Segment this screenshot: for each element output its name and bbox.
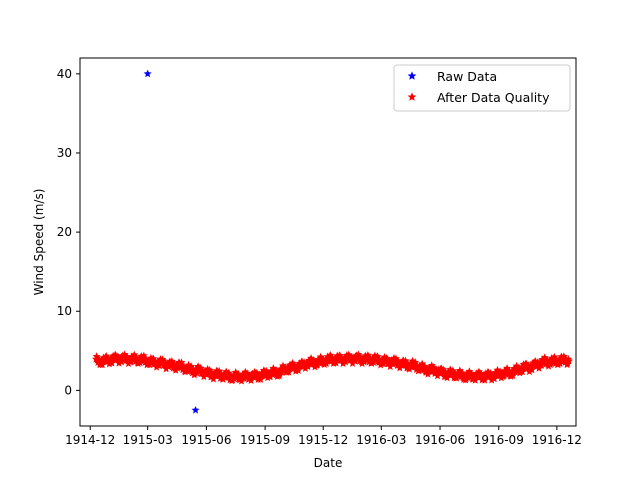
- after-quality-point: [263, 373, 272, 382]
- after-quality-point: [145, 360, 154, 369]
- x-tick-label: 1915-03: [123, 433, 173, 447]
- after-quality-point: [256, 375, 265, 383]
- x-tick-label: 1916-09: [474, 433, 524, 447]
- legend-star-raw-data: [407, 71, 417, 80]
- legend-marker-after-data-quality: [407, 92, 417, 101]
- after-quality-point: [247, 376, 256, 385]
- after-quality-point: [164, 362, 173, 371]
- after-quality-point: [230, 374, 239, 383]
- legend-star-after-data-quality: [407, 92, 417, 101]
- after-quality-point: [527, 365, 536, 374]
- x-tick-label: 1916-12: [532, 433, 582, 447]
- x-tick-label: 1916-06: [415, 433, 465, 447]
- after-quality-point: [331, 358, 340, 367]
- after-quality-point: [107, 358, 116, 367]
- raw-data-point: [143, 69, 152, 78]
- after-quality-point: [320, 360, 329, 369]
- after-quality-point: [127, 357, 136, 365]
- after-quality-point: [564, 356, 573, 365]
- after-quality-point: [480, 375, 489, 384]
- legend-marker-raw-data: [407, 71, 417, 80]
- y-tick-label: 10: [57, 304, 72, 318]
- x-tick-label: 1915-12: [298, 433, 348, 447]
- after-quality-point: [228, 375, 237, 384]
- x-tick-label: 1915-06: [181, 433, 231, 447]
- x-axis-label: Date: [314, 456, 343, 470]
- legend: Raw Data After Data Quality: [393, 64, 571, 112]
- x-tick-label: 1914-12: [65, 433, 115, 447]
- after-quality-point: [98, 360, 107, 369]
- y-tick-label: 20: [57, 225, 72, 239]
- after-quality-point: [369, 358, 378, 366]
- after-quality-point: [509, 368, 518, 377]
- legend-label-after-data-quality: After Data Quality: [437, 90, 550, 105]
- after-quality-point: [294, 366, 303, 374]
- x-axis: 1914-12 1915-03 1915-06 1915-09 1915-12 1916-…: [65, 426, 582, 447]
- after-quality-point: [518, 367, 527, 376]
- x-tick-label: 1916-03: [356, 433, 406, 447]
- after-quality-point: [471, 376, 480, 384]
- y-tick-label: 0: [64, 383, 72, 397]
- y-axis: 0 10 20 30 40: [57, 67, 80, 397]
- y-axis-label: Wind Speed (m/s): [32, 189, 46, 296]
- after-quality-point: [386, 362, 395, 371]
- legend-box: [393, 64, 571, 112]
- y-tick-label: 40: [57, 67, 72, 81]
- x-tick-label: 1915-09: [240, 433, 290, 447]
- after-quality-point: [556, 359, 565, 368]
- data-marks: [91, 69, 573, 414]
- after-quality-point: [284, 368, 293, 376]
- plot-frame: [79, 57, 577, 427]
- raw-data-point: [191, 405, 200, 414]
- legend-label-raw-data: Raw Data: [437, 69, 497, 84]
- after-quality-point: [497, 373, 506, 382]
- y-tick-label: 30: [57, 146, 72, 160]
